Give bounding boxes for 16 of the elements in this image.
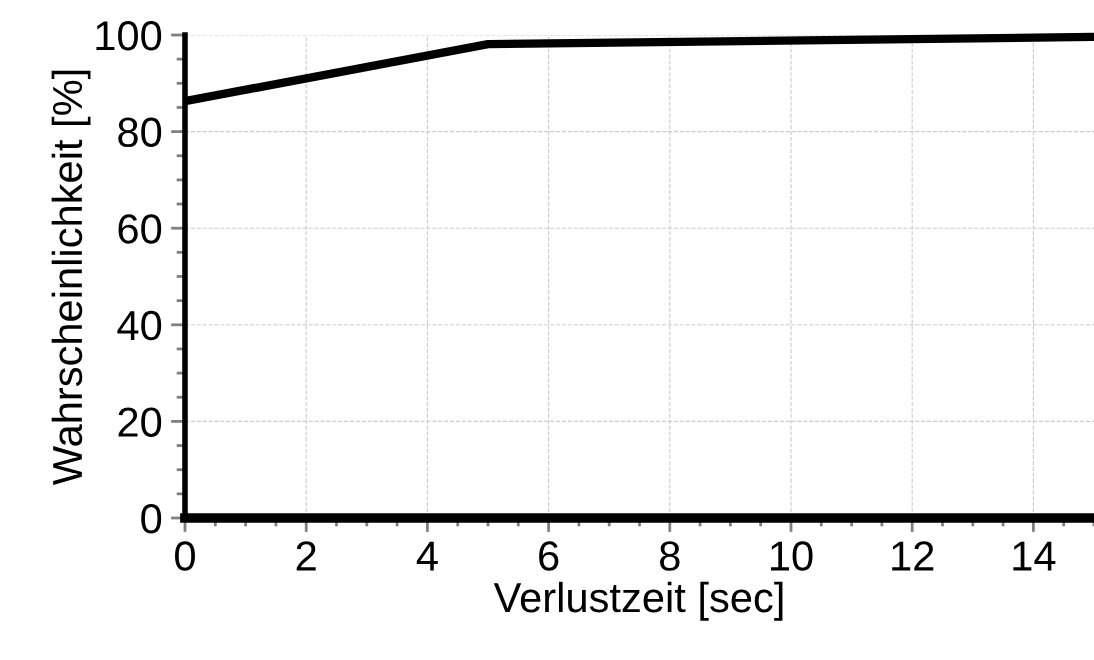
x-tick-label: 14: [1013, 541, 1056, 571]
x-tick-label: 12: [892, 541, 934, 571]
x-tick-label: 6: [539, 541, 559, 571]
x-tick-label: 0: [175, 541, 195, 571]
x-tick-label: 10: [771, 541, 813, 571]
y-tick-label: 0: [141, 504, 162, 534]
x-tick-label: 8: [660, 541, 680, 571]
y-axis-title: Wahrscheinlichkeit [%]: [51, 70, 91, 486]
y-tick-label: 80: [118, 117, 162, 148]
y-tick-label: 20: [118, 407, 162, 437]
x-tick-label: 4: [416, 541, 438, 571]
y-tick-label: 60: [118, 214, 162, 244]
y-tick-label: 40: [117, 310, 162, 341]
y-tick-label: 100: [96, 21, 162, 51]
x-tick-label: 2: [296, 541, 316, 571]
x-axis-title: Verlustzeit [sec]: [493, 581, 783, 621]
